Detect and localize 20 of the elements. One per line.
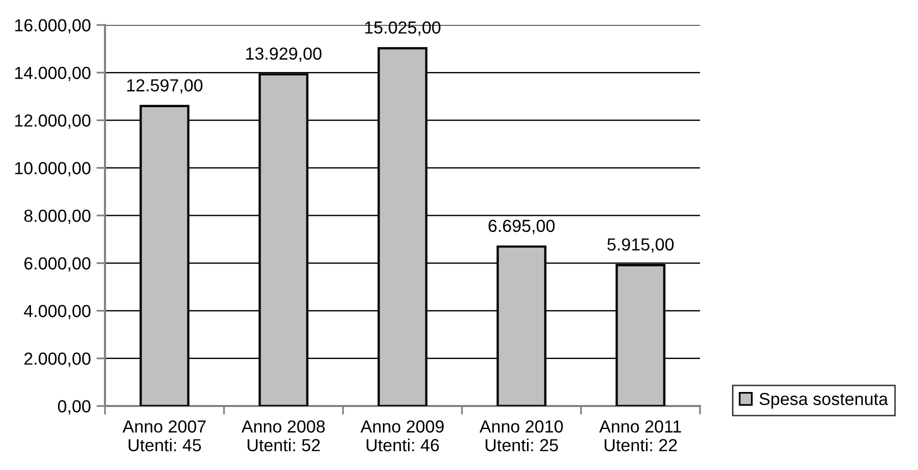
data-label: 5.915,00 [607, 238, 674, 253]
x-tick-label: Anno 2010 Utenti: 25 [480, 420, 563, 452]
data-label: 13.929,00 [246, 47, 322, 62]
y-tick-label: 2.000,00 [24, 352, 90, 367]
data-label: 12.597,00 [127, 79, 202, 94]
data-label: 15.025,00 [365, 21, 440, 36]
x-tick-label: Anno 2007 Utenti: 45 [122, 420, 206, 452]
y-tick-label: 6.000,00 [24, 257, 90, 272]
y-tick-label: 8.000,00 [24, 210, 90, 224]
y-tick-label: 10.000,00 [15, 162, 90, 176]
y-tick-label: 14.000,00 [15, 66, 90, 82]
data-label: 6.695,00 [488, 220, 555, 234]
y-tick-label: 16.000,00 [15, 19, 90, 34]
y-tick-label: 0,00 [58, 400, 90, 415]
x-tick-label: Anno 2011 Utenti: 22 [599, 420, 682, 452]
x-tick-label: Anno 2009 Utenti: 46 [360, 420, 444, 452]
legend-label: Spesa sostenuta [760, 392, 888, 409]
y-tick-label: 4.000,00 [24, 304, 90, 320]
x-tick-label: Anno 2008 Utenti: 52 [242, 420, 325, 452]
y-tick-label: 12.000,00 [15, 114, 90, 129]
